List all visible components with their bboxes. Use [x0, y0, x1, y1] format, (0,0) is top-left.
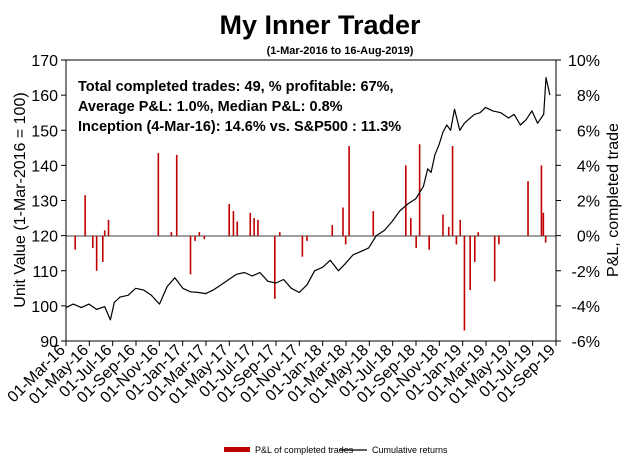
pnl-bar: [372, 211, 375, 236]
cumulative-returns-line: [65, 77, 551, 321]
pnl-bar: [540, 165, 543, 236]
pnl-bar: [415, 235, 417, 248]
annotation-line-2: Average P&L: 1.0%, Median P&L: 0.8%: [78, 99, 343, 115]
pnl-bar: [451, 146, 454, 236]
pnl-bar: [273, 235, 276, 299]
pnl-bar: [348, 146, 350, 236]
pnl-bar: [477, 232, 480, 236]
right-tick-label: -6%: [572, 334, 600, 351]
pnl-bar: [74, 235, 76, 250]
pnl-bar: [469, 235, 471, 291]
left-tick-label: 90: [40, 334, 58, 351]
pnl-bar: [442, 214, 444, 236]
left-tick-label: 170: [31, 53, 58, 70]
pnl-bar: [203, 235, 206, 240]
right-axis-ticks: -6% -4% -2% 0% 2% 4% 6% 8% 10%: [556, 53, 600, 351]
chart-subtitle: (1-Mar-2016 to 16-Aug-2019): [267, 45, 414, 57]
pnl-bar: [228, 204, 231, 236]
pnl-bar: [236, 221, 239, 236]
legend-label-cumulative: Cumulative returns: [372, 445, 448, 455]
left-tick-label: 140: [31, 158, 58, 175]
left-tick-label: 160: [31, 88, 58, 105]
left-axis-ticks: 90 100 110 120 130 140 150 160 170: [31, 53, 66, 351]
pnl-bar: [527, 181, 529, 236]
right-tick-label: -4%: [572, 299, 600, 316]
right-tick-label: 8%: [577, 88, 600, 105]
pnl-bar: [331, 225, 334, 236]
pnl-bar: [170, 232, 173, 236]
pnl-bar: [189, 235, 192, 275]
pnl-bar: [249, 212, 252, 236]
pnl-bar: [342, 207, 344, 236]
right-tick-label: 2%: [577, 194, 600, 211]
pnl-bar: [428, 235, 430, 250]
pnl-bars: [74, 144, 547, 331]
annotation-line-1: Total completed trades: 49, % profitable…: [78, 79, 394, 95]
pnl-bar: [405, 165, 407, 236]
pnl-bar: [498, 235, 500, 245]
pnl-bar: [455, 235, 458, 245]
pnl-bar: [92, 235, 94, 248]
pnl-bar: [107, 219, 110, 236]
legend: P&L of completed trades Cumulative retur…: [224, 445, 448, 455]
pnl-bar: [95, 235, 98, 271]
annotation-line-3: Inception (4-Mar-16): 14.6% vs. S&P500 :…: [78, 119, 401, 135]
pnl-bar: [493, 235, 496, 282]
x-axis-ticks: 01-Mar-1601-May-1601-Jul-1601-Sep-1601-N…: [5, 341, 559, 408]
pnl-bar: [278, 232, 281, 236]
stats-annotation: Total completed trades: 49, % profitable…: [78, 79, 401, 135]
left-tick-label: 120: [31, 229, 58, 246]
pnl-bar: [447, 226, 450, 236]
pnl-bar: [232, 211, 235, 236]
right-axis-label: P&L, completed trade: [605, 123, 622, 277]
pnl-bar: [257, 219, 259, 236]
pnl-bar: [194, 235, 196, 241]
left-tick-label: 110: [32, 264, 58, 281]
pnl-bar: [253, 218, 255, 236]
right-tick-label: -2%: [572, 264, 600, 281]
pnl-bar: [157, 153, 160, 236]
pnl-bar: [473, 235, 476, 262]
pnl-bar: [410, 218, 412, 236]
pnl-bar: [418, 144, 421, 236]
pnl-bar: [101, 235, 104, 262]
plot-frame: [65, 59, 557, 342]
right-tick-label: 6%: [577, 123, 600, 140]
pnl-bar: [459, 219, 462, 236]
chart-title: My Inner Trader: [219, 10, 421, 40]
pnl-bar: [175, 154, 178, 236]
left-axis-label: Unit Value (1-Mar-2016 = 100): [12, 92, 29, 307]
pnl-bar: [103, 230, 106, 236]
pnl-bar: [544, 235, 547, 243]
left-tick-label: 150: [31, 123, 58, 140]
legend-label-pnl: P&L of completed trades: [255, 445, 354, 455]
pnl-bar: [463, 235, 466, 331]
pnl-bar: [306, 235, 308, 241]
pnl-bar: [301, 235, 304, 257]
left-tick-label: 100: [31, 299, 58, 316]
pnl-bar: [542, 212, 545, 236]
legend-swatch-pnl: [224, 447, 250, 452]
right-tick-label: 0%: [577, 229, 600, 246]
right-tick-label: 4%: [577, 158, 600, 175]
pnl-bar: [198, 232, 201, 236]
pnl-bar: [84, 195, 86, 236]
pnl-bar: [344, 235, 347, 245]
left-tick-label: 130: [31, 194, 58, 211]
right-tick-label: 10%: [568, 53, 600, 70]
